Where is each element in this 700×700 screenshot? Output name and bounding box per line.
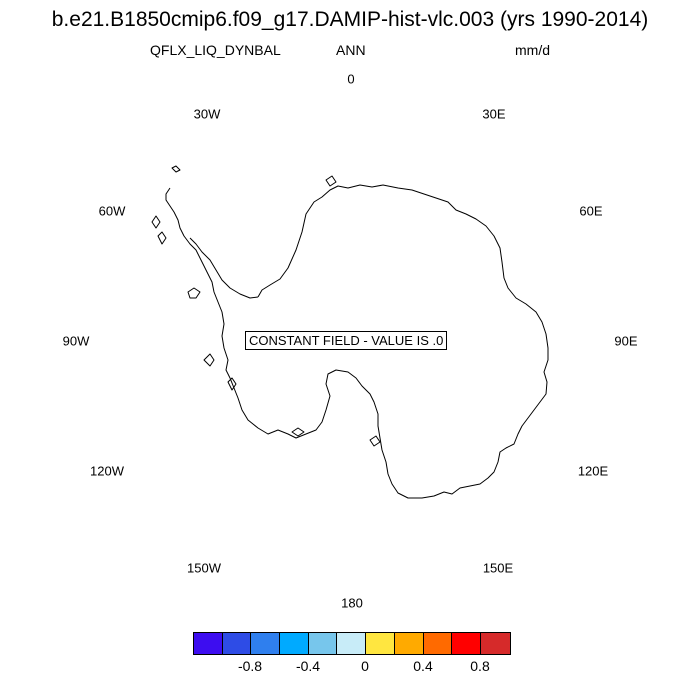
lon-label-60e: 60E	[579, 203, 603, 219]
lon-label-30e: 30E	[482, 106, 506, 122]
colorbar-box	[308, 633, 338, 654]
colorbar-box	[452, 633, 481, 654]
units-label: mm/d	[515, 42, 550, 58]
island-9	[325, 175, 337, 187]
colorbar-tick-label: 0.8	[470, 658, 490, 674]
island-6	[227, 377, 237, 391]
colorbar-box	[480, 633, 510, 654]
colorbar-box	[337, 633, 367, 654]
colorbar-box	[366, 633, 395, 654]
island-7	[291, 427, 305, 437]
season-label: ANN	[336, 42, 366, 58]
colorbar-tick-label: -0.4	[295, 658, 321, 674]
colorbar-tick-label: 0	[361, 658, 369, 674]
island-1	[187, 287, 201, 299]
lon-label-150w: 150W	[187, 560, 221, 576]
constant-field-message: CONSTANT FIELD - VALUE IS .0	[245, 331, 448, 350]
island-5	[203, 353, 215, 367]
peninsula-fragment	[189, 237, 259, 299]
lon-label-60w: 60W	[98, 203, 126, 219]
colorbar-box	[251, 633, 281, 654]
colorbar-tick-label: -0.8	[237, 658, 263, 674]
colorbar-box	[222, 633, 252, 654]
variable-label: QFLX_LIQ_DYNBAL	[150, 42, 281, 58]
colorbar-box	[194, 633, 223, 654]
lon-label-120e: 120E	[577, 463, 609, 479]
colorbar-box	[423, 633, 453, 654]
colorbar-tick-label: 0.4	[413, 658, 433, 674]
lon-label-120w: 120W	[90, 463, 124, 479]
island-4	[171, 165, 181, 173]
antarctica-coastline	[165, 184, 549, 499]
colorbar-box	[394, 633, 424, 654]
lon-label-150e: 150E	[482, 560, 514, 576]
plot-title: b.e21.B1850cmip6.f09_g17.DAMIP-hist-vlc.…	[51, 8, 649, 31]
island-8	[369, 435, 381, 447]
lon-label-180: 180	[341, 595, 363, 611]
island-3	[157, 231, 167, 245]
lon-label-0: 0	[347, 71, 355, 87]
colorbar-box	[280, 633, 309, 654]
lon-label-90w: 90W	[62, 333, 90, 349]
island-2	[151, 215, 161, 229]
lon-label-90e: 90E	[614, 333, 638, 349]
lon-label-30w: 30W	[193, 106, 221, 122]
colorbar	[193, 632, 511, 655]
